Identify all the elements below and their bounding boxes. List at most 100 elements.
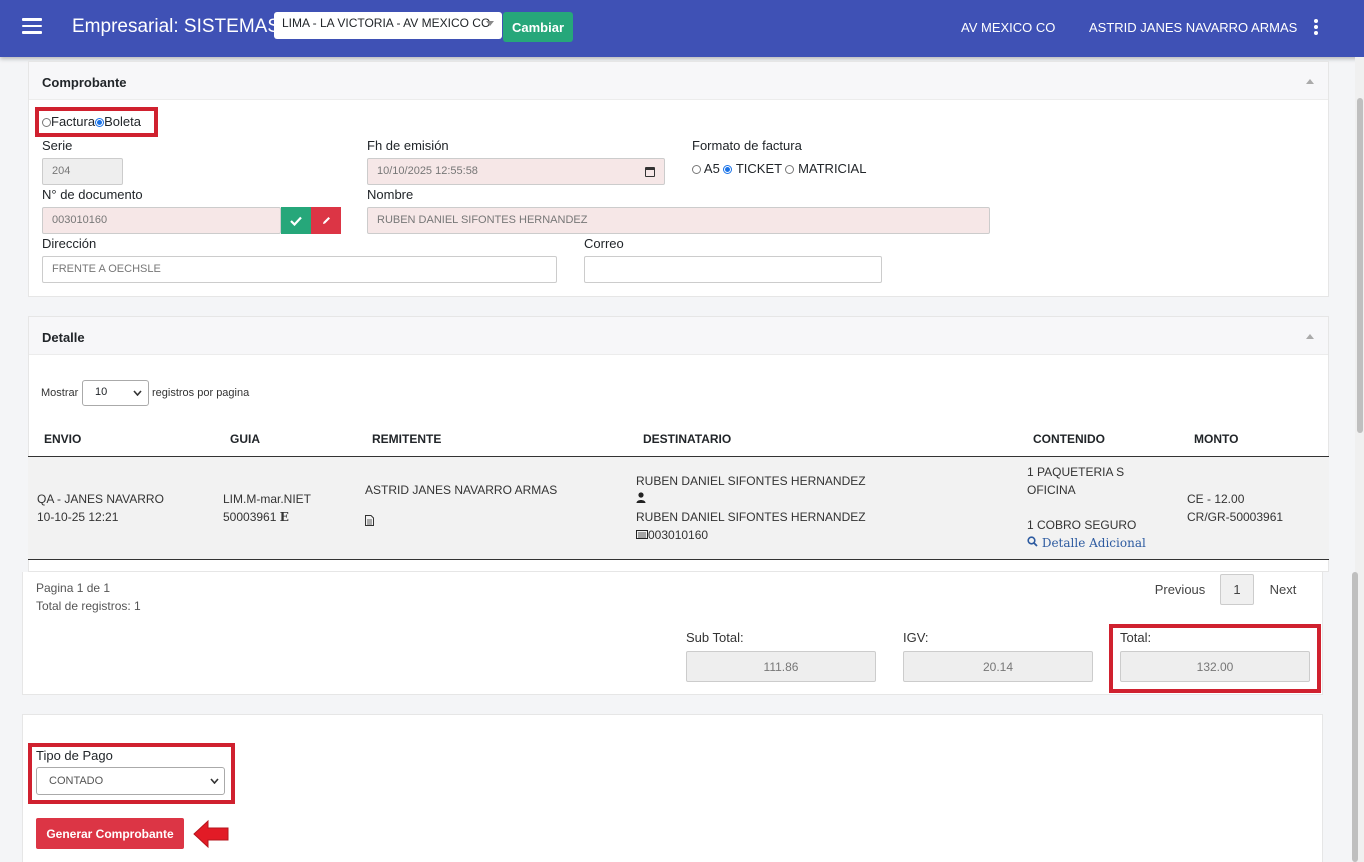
collapse-icon[interactable] bbox=[1306, 79, 1314, 84]
user-name-link[interactable]: ASTRID JANES NAVARRO ARMAS bbox=[1089, 20, 1298, 35]
subtotal-label: Sub Total: bbox=[686, 630, 744, 645]
collapse-icon[interactable] bbox=[1306, 334, 1314, 339]
generate-voucher-button[interactable]: Generar Comprobante bbox=[36, 818, 184, 849]
destinatario-doc: 003010160 bbox=[648, 528, 709, 542]
remitente-name: ASTRID JANES NAVARRO ARMAS bbox=[365, 483, 558, 497]
page-info: Pagina 1 de 1 bbox=[36, 581, 111, 595]
page-scrollbar-track[interactable] bbox=[1355, 57, 1364, 862]
total-input[interactable]: 132.00 bbox=[1120, 651, 1310, 682]
ticket-radio[interactable] bbox=[723, 165, 733, 174]
pencil-icon bbox=[322, 217, 330, 224]
factura-radio[interactable] bbox=[42, 118, 51, 127]
content-scrollbar-thumb[interactable] bbox=[1352, 572, 1358, 862]
user-icon bbox=[636, 492, 646, 503]
next-page-button[interactable]: Next bbox=[1269, 582, 1297, 597]
comprobante-header: Comprobante bbox=[29, 62, 1328, 100]
top-app-bar: Empresarial: SISTEMAS LIMA - LA VICTORIA… bbox=[0, 0, 1364, 57]
previous-page-button[interactable]: Previous bbox=[1154, 582, 1206, 597]
dropdown-caret-icon bbox=[486, 21, 494, 26]
chevron-down-icon bbox=[210, 778, 219, 784]
boleta-radio[interactable] bbox=[95, 118, 105, 127]
formato-group: A5 TICKET MATRICIAL bbox=[692, 161, 866, 176]
column-header-monto[interactable]: MONTO bbox=[1194, 432, 1239, 446]
change-branch-button[interactable]: Cambiar bbox=[503, 12, 573, 42]
app-title: Empresarial: SISTEMAS bbox=[72, 16, 280, 37]
correo-input[interactable] bbox=[584, 256, 882, 283]
direccion-label: Dirección bbox=[42, 236, 97, 251]
page-size-select[interactable]: 10 bbox=[82, 380, 149, 406]
direccion-input[interactable]: FRENTE A OECHSLE bbox=[42, 256, 557, 283]
page-1-button[interactable]: 1 bbox=[1220, 574, 1254, 605]
destinatario-cell: RUBEN DANIEL SIFONTES HERNANDEZ RUBEN DA… bbox=[636, 472, 866, 544]
show-label: Mostrar bbox=[41, 387, 79, 399]
formato-label: Formato de factura bbox=[692, 138, 802, 153]
serie-label: Serie bbox=[42, 138, 73, 153]
detalle-adicional-link[interactable]: Detalle Adicional bbox=[1027, 534, 1146, 552]
detalle-title: Detalle bbox=[42, 330, 85, 345]
more-options-icon[interactable] bbox=[1313, 19, 1319, 37]
page-scrollbar-thumb[interactable] bbox=[1357, 98, 1363, 433]
matricial-label: MATRICIAL bbox=[798, 161, 867, 176]
contenido-line1: 1 PAQUETERIA S bbox=[1027, 465, 1125, 479]
branch-select[interactable]: LIMA - LA VICTORIA - AV MEXICO CO bbox=[274, 12, 502, 39]
column-header-remitente[interactable]: REMITENTE bbox=[372, 432, 442, 446]
id-card-icon bbox=[636, 530, 648, 539]
destinatario-line2: RUBEN DANIEL SIFONTES HERNANDEZ bbox=[636, 510, 866, 524]
fecha-value: 10/10/2025 12:55:58 bbox=[377, 165, 478, 177]
totals-panel bbox=[22, 572, 1323, 695]
payment-type-highlight bbox=[28, 743, 235, 804]
envio-cell: QA - JANES NAVARRO 10-10-25 12:21 bbox=[37, 490, 164, 526]
chevron-down-icon bbox=[133, 390, 142, 396]
matricial-radio[interactable] bbox=[785, 165, 795, 174]
guia-line2: 50003961 bbox=[223, 510, 277, 524]
column-header-contenido[interactable]: CONTENIDO bbox=[1033, 432, 1105, 446]
fecha-input[interactable]: 10/10/2025 12:55:58 bbox=[367, 158, 665, 185]
payment-panel bbox=[22, 714, 1323, 862]
current-branch-link[interactable]: AV MEXICO CO bbox=[961, 20, 1056, 35]
total-records: Total de registros: 1 bbox=[36, 599, 141, 613]
column-header-destinatario[interactable]: DESTINATARIO bbox=[643, 432, 732, 446]
documento-label: N° de documento bbox=[42, 187, 143, 202]
check-icon bbox=[290, 216, 302, 226]
detalle-header: Detalle bbox=[29, 317, 1328, 355]
table-header-divider bbox=[28, 456, 1329, 457]
contenido-line3: 1 COBRO SEGURO bbox=[1027, 518, 1137, 532]
calendar-icon[interactable] bbox=[645, 167, 655, 177]
table-row[interactable] bbox=[28, 457, 1329, 560]
destinatario-line1: RUBEN DANIEL SIFONTES HERNANDEZ bbox=[636, 474, 866, 488]
voucher-type-highlight bbox=[35, 107, 158, 137]
search-icon bbox=[1027, 536, 1038, 547]
factura-label: Factura bbox=[51, 114, 96, 129]
contenido-line2: OFICINA bbox=[1027, 483, 1076, 497]
ticket-label: TICKET bbox=[735, 161, 782, 176]
column-header-envio[interactable]: ENVIO bbox=[44, 432, 82, 446]
monto-line2: CR/GR-50003961 bbox=[1187, 510, 1284, 524]
correo-label: Correo bbox=[584, 236, 624, 251]
a5-label: A5 bbox=[703, 161, 720, 176]
total-label: Total: bbox=[1120, 630, 1152, 645]
payment-type-value: CONTADO bbox=[49, 775, 104, 787]
envio-line1: QA - JANES NAVARRO bbox=[37, 492, 164, 506]
comprobante-title: Comprobante bbox=[42, 75, 127, 90]
nombre-input[interactable]: RUBEN DANIEL SIFONTES HERNANDEZ bbox=[367, 207, 990, 234]
monto-cell: CE - 12.00 CR/GR-50003961 bbox=[1187, 490, 1283, 526]
boleta-label: Boleta bbox=[104, 114, 141, 129]
serie-input[interactable]: 204 bbox=[42, 158, 123, 185]
branch-select-value: LIMA - LA VICTORIA - AV MEXICO CO bbox=[282, 16, 491, 30]
a5-radio[interactable] bbox=[692, 165, 701, 174]
confirm-document-button[interactable] bbox=[281, 207, 311, 234]
column-header-guia[interactable]: GUIA bbox=[230, 432, 260, 446]
edit-document-button[interactable] bbox=[311, 207, 341, 234]
page-size-value: 10 bbox=[95, 386, 108, 398]
fecha-label: Fh de emisión bbox=[367, 138, 449, 153]
igv-label: IGV: bbox=[903, 630, 929, 645]
document-icon[interactable] bbox=[365, 515, 374, 526]
igv-input[interactable]: 20.14 bbox=[903, 651, 1093, 682]
documento-input[interactable]: 003010160 bbox=[42, 207, 281, 234]
per-page-label: registros por pagina bbox=[152, 387, 250, 399]
envio-line2: 10-10-25 12:21 bbox=[37, 510, 119, 524]
payment-type-select[interactable]: CONTADO bbox=[36, 767, 225, 795]
subtotal-input[interactable]: 111.86 bbox=[686, 651, 876, 682]
hamburger-menu-icon[interactable] bbox=[22, 18, 42, 36]
contenido-cell: 1 PAQUETERIA S OFICINA 1 COBRO SEGURO De… bbox=[1027, 463, 1146, 552]
